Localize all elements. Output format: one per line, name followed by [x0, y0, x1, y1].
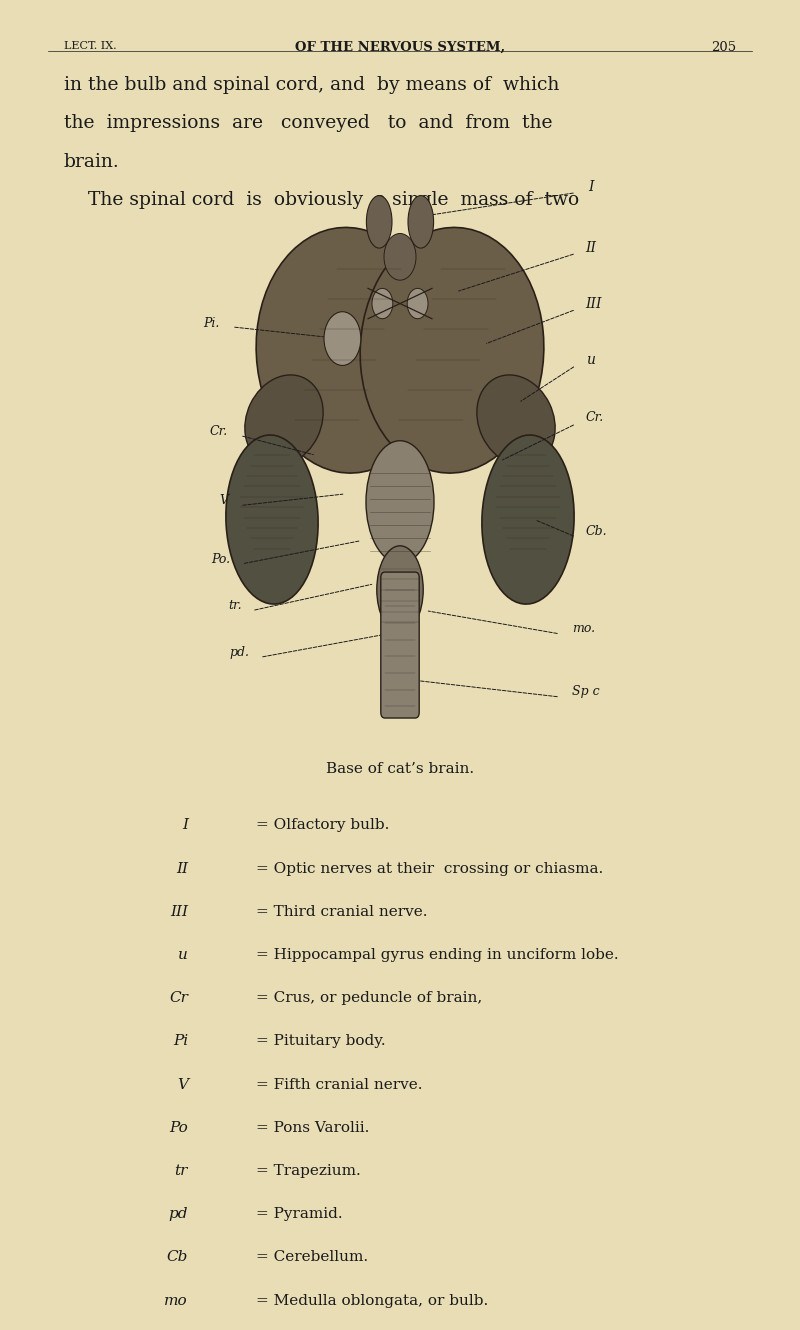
Ellipse shape: [377, 545, 423, 633]
FancyBboxPatch shape: [381, 572, 419, 718]
Text: pd: pd: [169, 1208, 188, 1221]
Ellipse shape: [366, 440, 434, 564]
Ellipse shape: [245, 375, 323, 465]
Text: V: V: [219, 495, 228, 507]
Text: = Medulla oblongata, or bulb.: = Medulla oblongata, or bulb.: [256, 1294, 488, 1307]
Text: Pi: Pi: [173, 1035, 188, 1048]
Text: the  impressions  are   conveyed   to  and  from  the: the impressions are conveyed to and from…: [64, 114, 553, 133]
Text: = Hippocampal gyrus ending in unciform lobe.: = Hippocampal gyrus ending in unciform l…: [256, 948, 618, 962]
Text: mo: mo: [164, 1294, 188, 1307]
Text: III: III: [586, 297, 602, 310]
Text: u: u: [178, 948, 188, 962]
Text: = Fifth cranial nerve.: = Fifth cranial nerve.: [256, 1077, 422, 1092]
Text: in the bulb and spinal cord, and  by means of  which: in the bulb and spinal cord, and by mean…: [64, 76, 559, 94]
Text: = Third cranial nerve.: = Third cranial nerve.: [256, 904, 427, 919]
Ellipse shape: [477, 375, 555, 465]
Text: = Crus, or peduncle of brain,: = Crus, or peduncle of brain,: [256, 991, 482, 1005]
Text: OF THE NERVOUS SYSTEM,: OF THE NERVOUS SYSTEM,: [295, 41, 505, 53]
Text: Cb.: Cb.: [586, 525, 607, 537]
Text: tr: tr: [174, 1164, 188, 1178]
Text: tr.: tr.: [228, 600, 242, 612]
Text: Pi.: Pi.: [204, 317, 220, 330]
Text: = Cerebellum.: = Cerebellum.: [256, 1250, 368, 1265]
Text: The spinal cord  is  obviously  a single  mass of  two: The spinal cord is obviously a single ma…: [64, 192, 579, 209]
Text: u: u: [586, 352, 594, 367]
Text: Cb: Cb: [166, 1250, 188, 1265]
Ellipse shape: [482, 435, 574, 604]
Text: Base of cat’s brain.: Base of cat’s brain.: [326, 762, 474, 777]
Ellipse shape: [384, 234, 416, 281]
Text: Po.: Po.: [211, 553, 230, 565]
Text: Cr: Cr: [169, 991, 188, 1005]
Text: pd.: pd.: [230, 646, 250, 660]
Text: = Trapezium.: = Trapezium.: [256, 1164, 361, 1178]
Ellipse shape: [256, 227, 440, 473]
Text: II: II: [176, 862, 188, 875]
Circle shape: [372, 289, 393, 319]
Ellipse shape: [226, 435, 318, 604]
Text: Po: Po: [170, 1121, 188, 1134]
Ellipse shape: [360, 227, 544, 473]
Text: I: I: [588, 180, 594, 194]
Text: brain.: brain.: [64, 153, 120, 172]
Text: LECT. IX.: LECT. IX.: [64, 41, 117, 51]
Circle shape: [407, 289, 428, 319]
Text: = Pons Varolii.: = Pons Varolii.: [256, 1121, 370, 1134]
Text: = Pyramid.: = Pyramid.: [256, 1208, 342, 1221]
Text: Sp c: Sp c: [572, 685, 600, 698]
Text: V: V: [177, 1077, 188, 1092]
Text: III: III: [170, 904, 188, 919]
Text: 205: 205: [711, 41, 736, 53]
Text: = Optic nerves at their  crossing or chiasma.: = Optic nerves at their crossing or chia…: [256, 862, 603, 875]
Text: II: II: [586, 241, 597, 254]
Text: FIG. 47.: FIG. 47.: [372, 251, 428, 265]
Text: mo.: mo.: [572, 621, 595, 634]
Text: Cr.: Cr.: [586, 411, 604, 424]
Text: I: I: [182, 818, 188, 833]
Ellipse shape: [408, 196, 434, 249]
Text: = Pituitary body.: = Pituitary body.: [256, 1035, 386, 1048]
Text: = Olfactory bulb.: = Olfactory bulb.: [256, 818, 390, 833]
Text: Cr.: Cr.: [210, 426, 228, 439]
Ellipse shape: [366, 196, 392, 249]
Circle shape: [324, 311, 361, 366]
